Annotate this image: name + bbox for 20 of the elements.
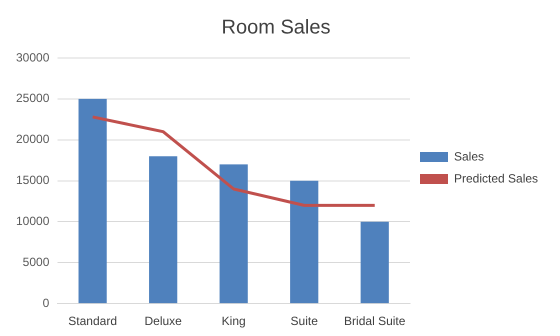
bar	[78, 98, 107, 304]
legend-label: Predicted Sales	[454, 171, 538, 186]
bar	[360, 222, 389, 304]
legend-label: Sales	[454, 149, 484, 164]
y-tick-label: 30000	[16, 50, 50, 64]
x-tick-label: Deluxe	[144, 314, 182, 328]
x-tick-label: Suite	[290, 314, 318, 328]
chart-title: Room Sales	[222, 16, 330, 39]
x-tick-label: Standard	[68, 314, 117, 328]
bar	[290, 180, 318, 304]
y-tick-label: 0	[42, 296, 50, 310]
bar	[149, 156, 178, 304]
x-tick-label: King	[222, 314, 246, 328]
y-tick-label: 10000	[16, 214, 50, 228]
y-tick-label: 25000	[16, 91, 50, 106]
y-tick-label: 20000	[16, 132, 50, 146]
bar	[220, 164, 248, 304]
y-tick-label: 5000	[22, 254, 50, 269]
x-tick-label: Bridal Suite	[344, 314, 406, 328]
y-tick-label: 15000	[16, 173, 50, 188]
